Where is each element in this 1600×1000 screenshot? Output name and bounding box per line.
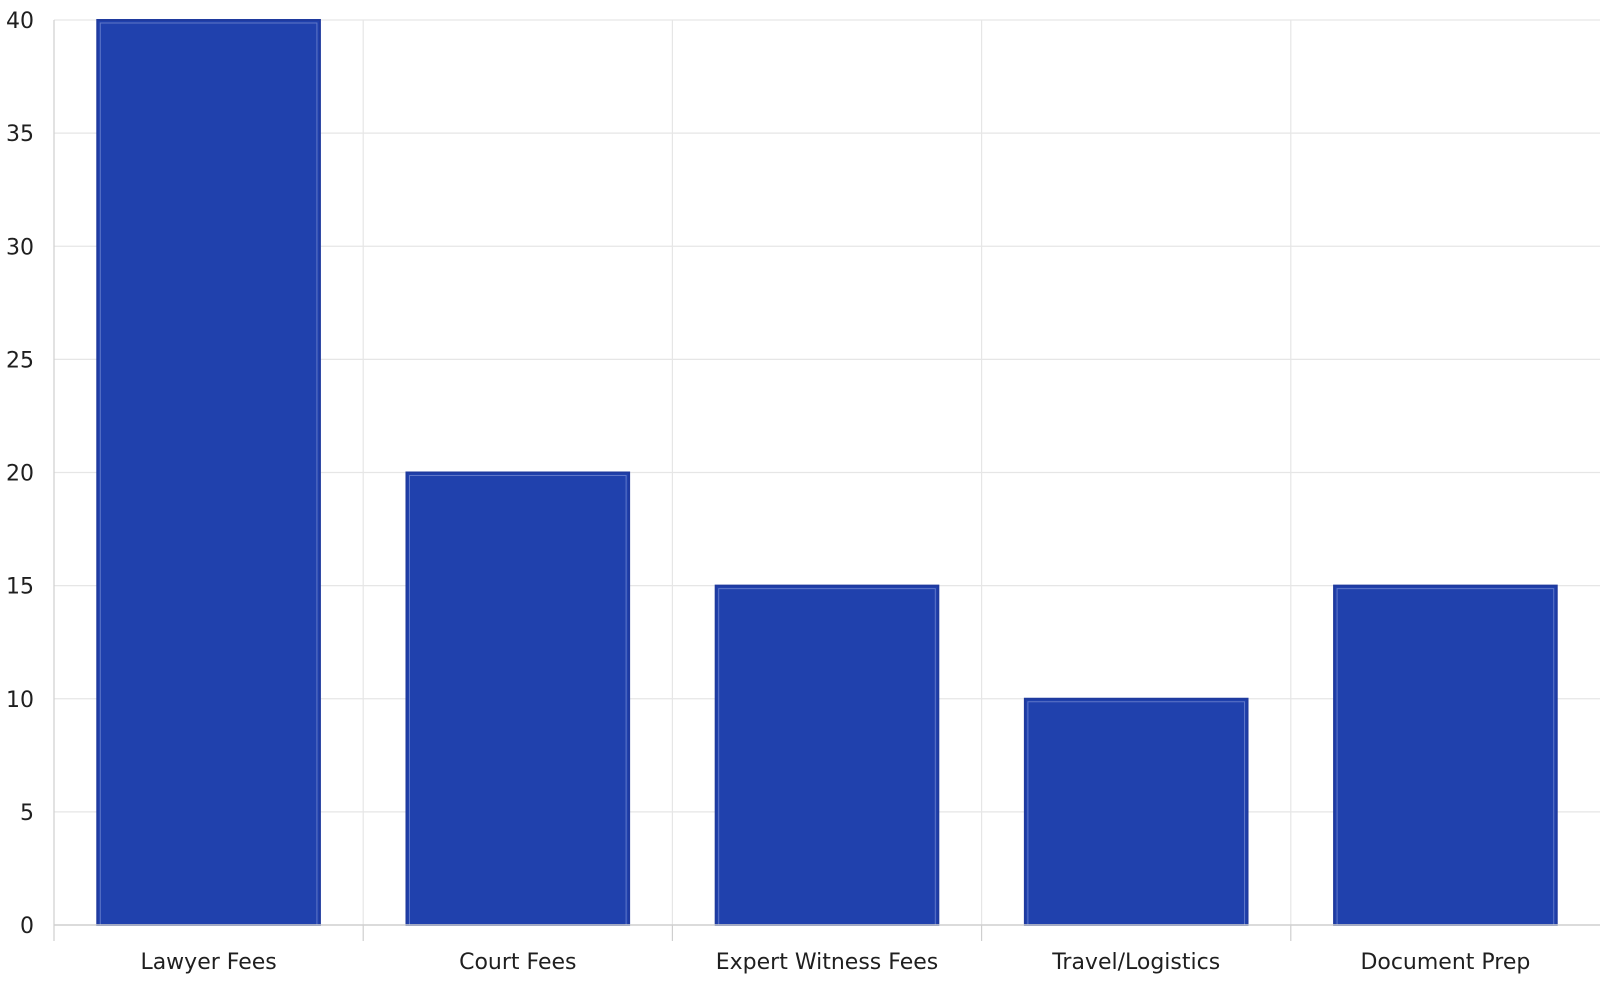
axis-layer bbox=[53, 20, 1600, 941]
x-tick-label: Expert Witness Fees bbox=[716, 950, 938, 975]
x-tick-labels: Lawyer Fees Court Fees Expert Witness Fees… bbox=[140, 950, 1530, 975]
y-tick-label: 20 bbox=[6, 462, 34, 487]
bar bbox=[714, 584, 940, 926]
x-tick-label: Court Fees bbox=[459, 950, 576, 975]
y-tick-label: 30 bbox=[6, 235, 34, 260]
y-tick-label: 10 bbox=[6, 688, 34, 713]
y-tick-label: 15 bbox=[6, 575, 34, 600]
y-tick-label: 5 bbox=[20, 801, 34, 826]
bar bbox=[1333, 584, 1558, 926]
bar bbox=[405, 471, 631, 926]
y-tick-label: 0 bbox=[20, 914, 34, 939]
y-tick-label: 40 bbox=[6, 9, 34, 34]
bars-layer bbox=[96, 19, 1558, 926]
y-tick-label: 25 bbox=[6, 348, 34, 373]
x-tick-label: Lawyer Fees bbox=[140, 950, 276, 975]
y-tick-labels: 0 5 10 15 20 25 30 35 40 bbox=[6, 9, 34, 939]
y-tick-label: 35 bbox=[6, 122, 34, 147]
bar bbox=[96, 19, 321, 926]
bar bbox=[1023, 697, 1249, 926]
x-tick-label: Document Prep bbox=[1360, 950, 1530, 975]
x-tick-label: Travel/Logistics bbox=[1051, 950, 1220, 975]
